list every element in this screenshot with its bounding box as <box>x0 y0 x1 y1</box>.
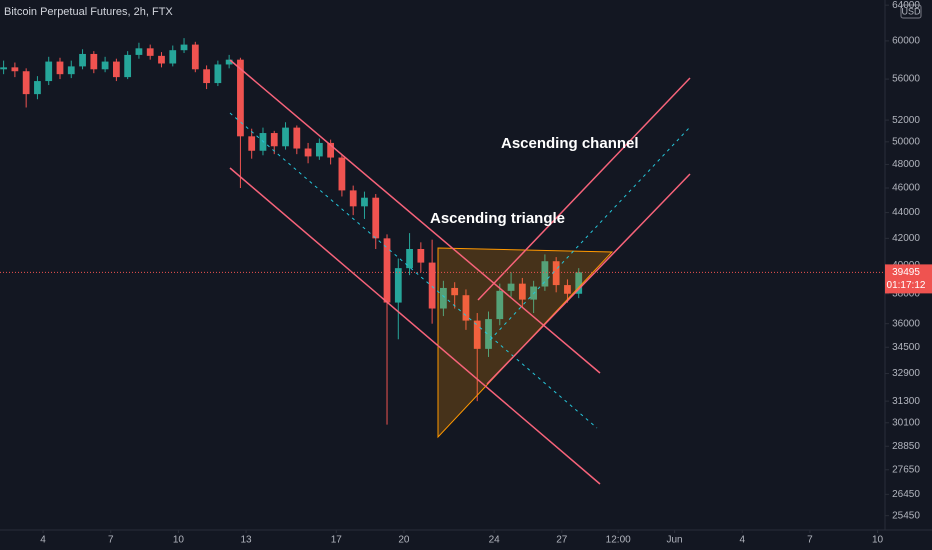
candle-body <box>34 81 41 95</box>
x-tick-label: 27 <box>556 535 568 546</box>
x-tick-label: 13 <box>240 535 252 546</box>
x-tick-label: 4 <box>40 535 46 546</box>
y-tick-label: 46000 <box>892 183 920 194</box>
candle-body <box>180 44 188 51</box>
candle-body <box>338 157 346 191</box>
candle-body <box>146 48 154 56</box>
x-tick-label: 10 <box>872 535 884 546</box>
x-tick-label: 10 <box>173 535 185 546</box>
candle-body <box>507 283 515 291</box>
y-tick-label: 31300 <box>892 396 920 407</box>
y-tick-label: 25450 <box>892 510 920 521</box>
annotation: Ascending triangle <box>430 210 565 227</box>
y-tick-label: 56000 <box>892 74 920 85</box>
last-price-box <box>885 264 932 294</box>
candle-body <box>518 283 526 300</box>
candle-body <box>11 67 19 72</box>
channel-line <box>486 173 691 385</box>
candle-body <box>473 320 481 349</box>
candle-body <box>45 61 53 82</box>
x-tick-label: Jun <box>667 535 683 546</box>
candle-body <box>22 71 30 95</box>
candle-body <box>496 290 504 320</box>
y-tick-label: 52000 <box>892 115 920 126</box>
candle-body <box>462 295 470 321</box>
candle-body <box>383 238 391 303</box>
annotation: Ascending channel <box>501 135 639 152</box>
y-tick-label: 30100 <box>892 417 920 428</box>
candle-body <box>451 287 459 296</box>
y-tick-label: 27650 <box>892 464 920 475</box>
candle-body <box>158 55 165 64</box>
x-tick-label: 17 <box>331 535 343 546</box>
candle-body <box>417 248 425 263</box>
y-tick-label: 42000 <box>892 233 920 244</box>
candle-body <box>270 133 278 147</box>
x-tick-label: 4 <box>739 535 745 546</box>
candle-body <box>135 48 143 55</box>
candle-body <box>406 248 413 269</box>
y-tick-label: 36000 <box>892 318 920 329</box>
candle-body <box>282 127 289 147</box>
candle-body <box>237 59 244 137</box>
candle-body <box>440 287 447 309</box>
candle-body <box>203 69 210 84</box>
y-tick-label: 32900 <box>892 368 920 379</box>
candle-body <box>428 262 436 309</box>
candle-body <box>485 319 492 349</box>
currency: USD <box>901 6 921 16</box>
channel-line <box>229 167 601 485</box>
y-tick-label: 60000 <box>892 36 920 47</box>
candle-body <box>315 142 323 157</box>
y-tick-label: 38000 <box>892 288 920 299</box>
x-tick-label: 7 <box>807 535 813 546</box>
x-tick-label: 7 <box>108 535 114 546</box>
candle-body <box>349 190 357 207</box>
y-tick-label: 26450 <box>892 489 920 500</box>
candle-body <box>0 67 7 70</box>
y-tick-label: 34500 <box>892 342 920 353</box>
channel-line <box>229 59 601 374</box>
countdown-label: 01:17:12 <box>887 280 926 291</box>
y-tick-label: 44000 <box>892 207 920 218</box>
channel-line <box>477 77 691 301</box>
candle-body <box>112 61 120 78</box>
candle-body <box>191 44 199 70</box>
candle-body <box>67 66 75 75</box>
candle-body <box>361 197 368 207</box>
candle-body <box>327 142 335 158</box>
candle-body <box>564 285 571 294</box>
x-tick-label: 24 <box>489 535 501 546</box>
y-tick-label: 50000 <box>892 136 920 147</box>
drawings <box>229 59 691 485</box>
candle-body <box>79 53 86 67</box>
candle-body <box>394 268 402 303</box>
candle-body <box>124 54 132 78</box>
x-tick-label: 20 <box>398 535 410 546</box>
y-tick-label: 28850 <box>892 441 920 452</box>
candle-body <box>293 127 301 149</box>
candle-body <box>575 272 583 294</box>
candle-body <box>169 50 177 64</box>
candle-body <box>552 261 560 286</box>
candle-body <box>214 64 222 84</box>
candle-body <box>90 53 98 70</box>
y-tick-label: 64000 <box>892 0 920 11</box>
last-price-label: 39495 <box>892 267 920 278</box>
candle-body <box>304 148 312 157</box>
x-tick-label: 12:00 <box>606 535 631 546</box>
candle-body <box>541 261 549 287</box>
y-tick-label: 48000 <box>892 159 920 170</box>
chart-title: Bitcoin Perpetual Futures, 2h, FTX <box>4 6 173 18</box>
candle-body <box>101 61 109 70</box>
candle-body <box>248 136 256 151</box>
candle-body <box>225 59 233 65</box>
currency-box <box>900 4 922 19</box>
candle-body <box>56 61 64 75</box>
candle-body <box>372 197 380 239</box>
